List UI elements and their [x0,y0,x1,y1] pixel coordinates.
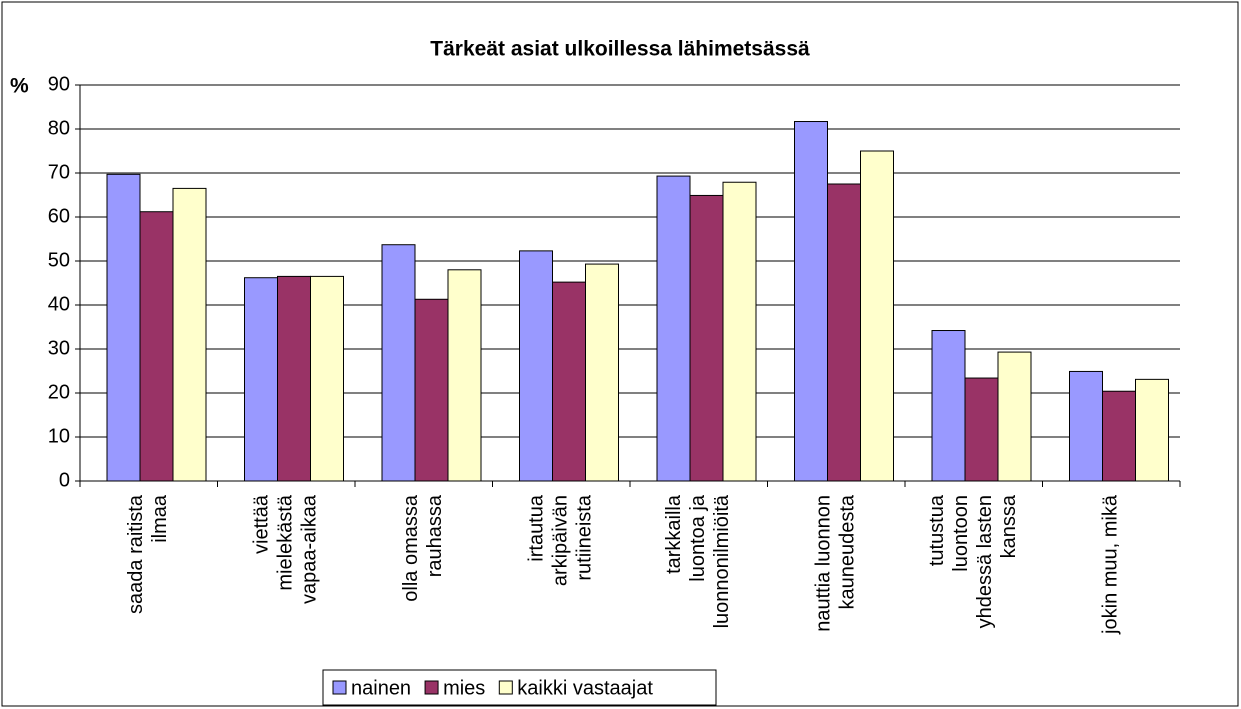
bar [106,173,141,482]
bar [381,244,416,482]
legend-box [322,669,717,706]
y-tick-label: 60 [48,205,70,227]
bar [414,298,449,482]
x-tick-label-line: saada raitista [125,494,147,614]
x-tick-label-line: luonnonilmiöitä [711,494,733,628]
bar [277,275,311,482]
bar [997,351,1032,482]
x-tick-label-line: ilmaa [149,494,171,543]
bar [447,269,482,482]
bar [827,183,861,482]
x-tick-label-line: luontoa ja [687,494,709,582]
x-tick-label-line: viettää [251,494,273,554]
x-tick-label-line: arkipäivän [550,495,572,586]
chart-title: Tärkeät asiat ulkoillessa lähimetsässä [430,38,810,61]
bar [1135,378,1169,482]
x-tick-label: olla omassa rauhassa [400,494,446,602]
y-tick-label: 50 [48,249,70,271]
bar [310,275,344,482]
bar [139,211,174,482]
x-tick-label: nauttia luonnon kauneudesta [813,494,859,632]
bar [1069,370,1103,482]
bar [931,330,966,482]
bar [244,277,278,482]
x-tick-label: tarkkailla luontoa ja luonnonilmiöitä [663,494,733,628]
x-tick-label-line: rauhassa [424,494,446,577]
y-tick-label: 80 [48,117,70,139]
x-tick-label-line: tarkkailla [663,494,685,574]
x-tick-label: saada raitista ilmaa [125,494,171,614]
bar [794,121,828,482]
x-tick-label-line: jokin muu, mikä [1100,494,1122,635]
bar [860,150,894,482]
x-tick-label-line: tutustua [926,494,948,566]
x-tick-label-line: vapaa-aikaa [299,494,321,604]
y-tick-label: 40 [48,293,70,315]
legend-label: kaikki vastaajat [517,677,653,699]
bar [585,263,619,482]
bar [722,181,757,482]
x-tick-label-line: olla omassa [400,494,422,602]
bar [519,250,553,482]
legend-label: mies [443,677,485,699]
y-axis-label: % [10,75,29,98]
legend-label: nainen [351,677,411,699]
bar [656,175,691,482]
y-tick-label: 0 [59,469,70,491]
x-tick-label-line: luontoon [950,495,972,572]
y-tick-label: 70 [48,161,70,183]
x-tick-label-line: kauneudesta [837,494,859,609]
x-tick-label-line: rutiineista [574,494,596,580]
bar [1102,390,1136,482]
x-tick-label-line: nauttia luonnon [813,495,835,632]
x-tick-label: irtautua arkipäivän rutiineista [526,494,596,586]
bar [689,194,724,482]
x-tick-label: tutustua luontoon yhdessä lasten kanssa [926,494,1020,628]
bar [964,377,999,482]
x-tick-label-line: kanssa [998,494,1020,558]
x-tick-label-line: yhdessä lasten [974,495,996,628]
legend-swatch [498,680,513,695]
x-tick-label: jokin muu, mikä [1100,494,1122,635]
legend-swatch [332,680,347,695]
y-tick-label: 20 [48,381,70,403]
y-tick-label: 30 [48,337,70,359]
y-tick-label: 10 [48,425,70,447]
x-tick-label: viettää mielekästä vapaa-aikaa [251,494,321,604]
x-tick-label-line: mielekästä [275,494,297,590]
y-tick-label: 90 [48,73,70,95]
legend-swatch [424,680,439,695]
bar [172,187,207,482]
x-tick-label-line: irtautua [526,494,548,562]
bar [552,281,586,482]
